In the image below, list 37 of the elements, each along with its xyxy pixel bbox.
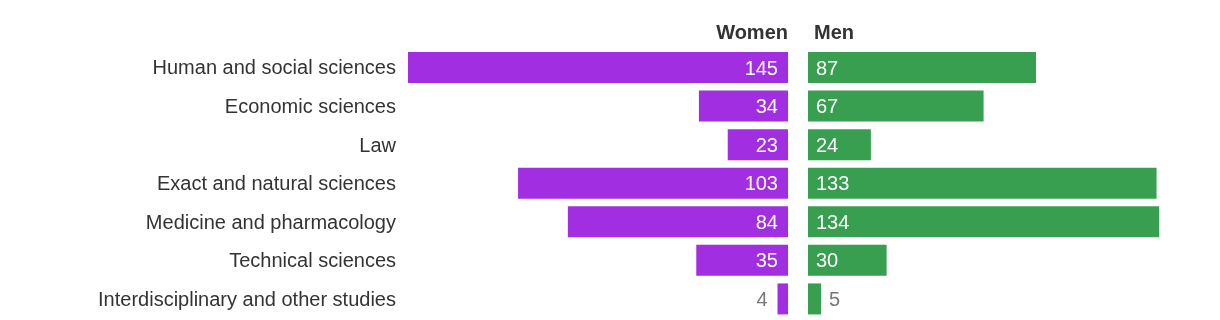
data-label: 87 [816, 56, 839, 79]
data-label: 4 [756, 287, 768, 310]
data-label: 5 [829, 287, 841, 310]
data-label: 34 [755, 95, 778, 118]
data-label: 24 [816, 133, 839, 156]
chart-title: Men [814, 21, 854, 44]
y-tick-label: Economic sciences [224, 94, 396, 117]
bar [518, 167, 788, 199]
data-label: 67 [816, 95, 839, 118]
y-tick-label: Medicine and pharmacology [145, 210, 396, 233]
y-tick-label: Technical sciences [229, 249, 396, 272]
y-tick-label: Exact and natural sciences [156, 172, 396, 195]
bar [698, 90, 788, 122]
y-tick-label: Law [359, 133, 397, 156]
bar [808, 206, 1160, 238]
data-label: 35 [755, 249, 778, 272]
bar [808, 283, 822, 315]
data-label: 145 [744, 56, 778, 79]
bar [808, 90, 984, 122]
data-label: 103 [744, 172, 778, 195]
data-label: 133 [816, 172, 850, 195]
data-label: 134 [816, 210, 850, 233]
bar [408, 52, 788, 83]
data-label: 23 [755, 133, 778, 156]
y-tick-label: Interdisciplinary and other studies [98, 287, 396, 310]
data-label: 84 [755, 210, 778, 233]
bar [727, 129, 788, 161]
data-label: 30 [816, 249, 839, 272]
y-tick-label: Human and social sciences [152, 56, 396, 79]
bar [696, 244, 788, 276]
bar [808, 167, 1157, 199]
bar [808, 129, 871, 161]
bar [567, 206, 788, 238]
bar [808, 244, 887, 276]
bar [777, 283, 788, 315]
chart-title: Women [716, 21, 788, 44]
bar [808, 52, 1036, 83]
